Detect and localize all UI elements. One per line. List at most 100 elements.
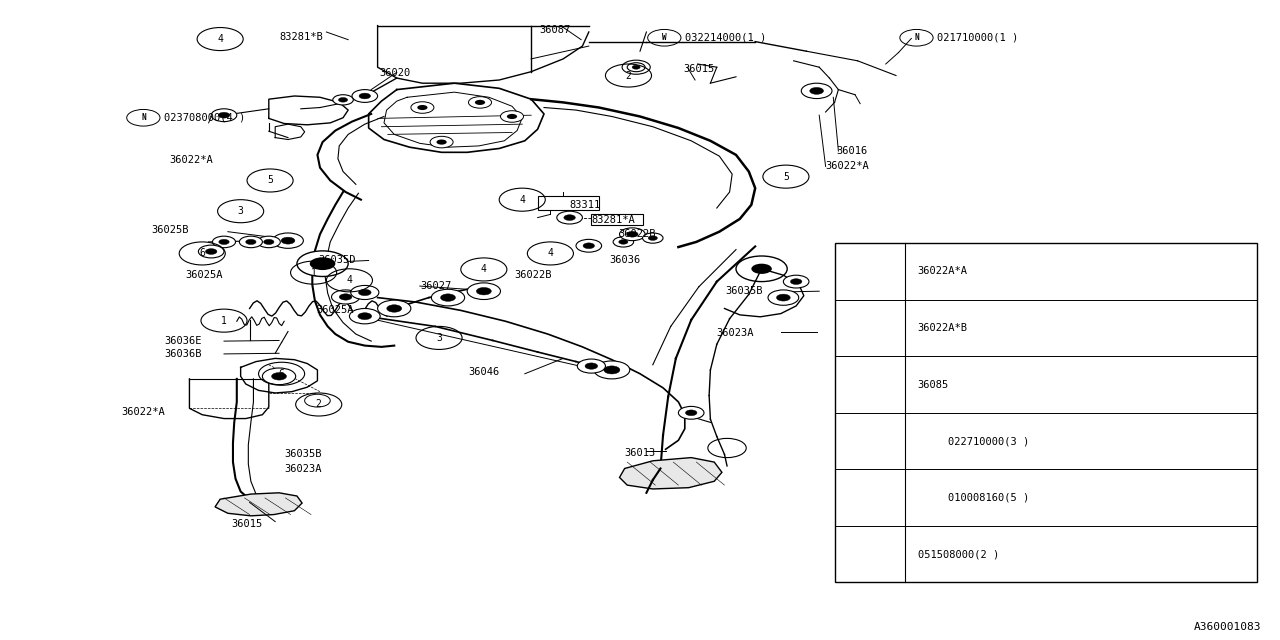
Text: 36022B: 36022B	[515, 270, 552, 280]
Circle shape	[500, 111, 524, 122]
Text: 36013: 36013	[625, 448, 655, 458]
Text: B: B	[927, 493, 932, 502]
Text: 36022*A: 36022*A	[169, 155, 212, 165]
Text: 36035B: 36035B	[284, 449, 321, 460]
Circle shape	[239, 236, 262, 248]
Circle shape	[577, 359, 605, 373]
Text: 2: 2	[867, 323, 873, 333]
Circle shape	[264, 239, 274, 244]
Text: 3: 3	[867, 380, 873, 390]
Text: 6: 6	[200, 248, 205, 259]
Text: N: N	[141, 113, 146, 122]
Circle shape	[643, 233, 663, 243]
Text: N: N	[927, 436, 932, 445]
Circle shape	[271, 372, 287, 380]
Circle shape	[351, 285, 379, 300]
Circle shape	[338, 97, 348, 102]
Text: 5: 5	[783, 172, 788, 182]
Text: 36036E: 36036E	[164, 336, 201, 346]
Circle shape	[352, 90, 378, 102]
Text: 6: 6	[867, 549, 873, 559]
FancyBboxPatch shape	[591, 214, 643, 225]
Text: 36085: 36085	[918, 380, 948, 390]
Text: 6: 6	[279, 369, 284, 379]
Circle shape	[411, 102, 434, 113]
Circle shape	[618, 239, 628, 244]
Circle shape	[594, 361, 630, 379]
Text: 3: 3	[436, 333, 442, 343]
Circle shape	[333, 95, 353, 105]
Text: 1: 1	[311, 268, 316, 278]
Circle shape	[212, 236, 236, 248]
Circle shape	[476, 287, 492, 295]
Circle shape	[467, 283, 500, 300]
Text: 36022*A: 36022*A	[122, 406, 165, 417]
Circle shape	[358, 313, 371, 319]
Circle shape	[620, 228, 645, 241]
Circle shape	[801, 83, 832, 99]
Text: 36022A*A: 36022A*A	[918, 266, 968, 276]
Circle shape	[206, 248, 218, 254]
Circle shape	[751, 264, 772, 274]
Text: 1: 1	[221, 316, 227, 326]
Text: 4: 4	[548, 248, 553, 259]
Text: 36027: 36027	[420, 281, 451, 291]
Circle shape	[440, 294, 456, 301]
Circle shape	[648, 236, 658, 241]
FancyBboxPatch shape	[835, 243, 1257, 582]
Circle shape	[613, 237, 634, 247]
Circle shape	[557, 211, 582, 224]
Circle shape	[475, 100, 485, 105]
Text: 36023A: 36023A	[284, 464, 321, 474]
Text: 36022A*B: 36022A*B	[918, 323, 968, 333]
Text: 36023A: 36023A	[717, 328, 754, 338]
Circle shape	[632, 65, 640, 69]
Text: 36022*A: 36022*A	[826, 161, 869, 172]
Text: 032214000(1 ): 032214000(1 )	[685, 33, 765, 43]
Circle shape	[297, 251, 348, 276]
Circle shape	[810, 88, 823, 94]
Text: 1: 1	[867, 266, 873, 276]
Circle shape	[358, 289, 371, 296]
Text: 5: 5	[867, 493, 873, 502]
Text: 36036: 36036	[609, 255, 640, 266]
Circle shape	[262, 368, 296, 385]
Circle shape	[218, 113, 230, 118]
Circle shape	[783, 275, 809, 288]
Circle shape	[246, 239, 256, 244]
Circle shape	[791, 278, 801, 284]
Text: 010008160(5 ): 010008160(5 )	[948, 493, 1029, 502]
Text: 2: 2	[316, 399, 321, 410]
Text: 4: 4	[867, 436, 873, 446]
Circle shape	[257, 236, 280, 248]
Circle shape	[358, 93, 371, 99]
Text: 36035B: 36035B	[726, 286, 763, 296]
Text: 4: 4	[520, 195, 525, 205]
Text: 36020: 36020	[379, 68, 410, 78]
Circle shape	[387, 305, 402, 312]
Text: 023708000(4 ): 023708000(4 )	[164, 113, 244, 123]
Text: 021710000(1 ): 021710000(1 )	[937, 33, 1018, 43]
Text: 36035D: 36035D	[319, 255, 356, 265]
Text: 83311: 83311	[570, 200, 600, 210]
Circle shape	[468, 97, 492, 108]
Text: 36015: 36015	[232, 519, 262, 529]
Circle shape	[627, 63, 645, 72]
Circle shape	[507, 114, 517, 119]
Circle shape	[339, 294, 352, 300]
Text: 4: 4	[347, 275, 352, 285]
Circle shape	[686, 410, 698, 416]
Polygon shape	[620, 458, 722, 489]
Text: 36022B: 36022B	[618, 229, 655, 239]
Circle shape	[585, 363, 598, 369]
Polygon shape	[215, 493, 302, 516]
Circle shape	[431, 289, 465, 306]
Text: 5: 5	[268, 175, 273, 186]
Text: 36087: 36087	[539, 25, 570, 35]
Circle shape	[378, 300, 411, 317]
Circle shape	[282, 237, 294, 244]
Text: 36046: 36046	[468, 367, 499, 378]
Text: N: N	[914, 33, 919, 42]
Circle shape	[436, 140, 447, 145]
Circle shape	[219, 239, 229, 244]
